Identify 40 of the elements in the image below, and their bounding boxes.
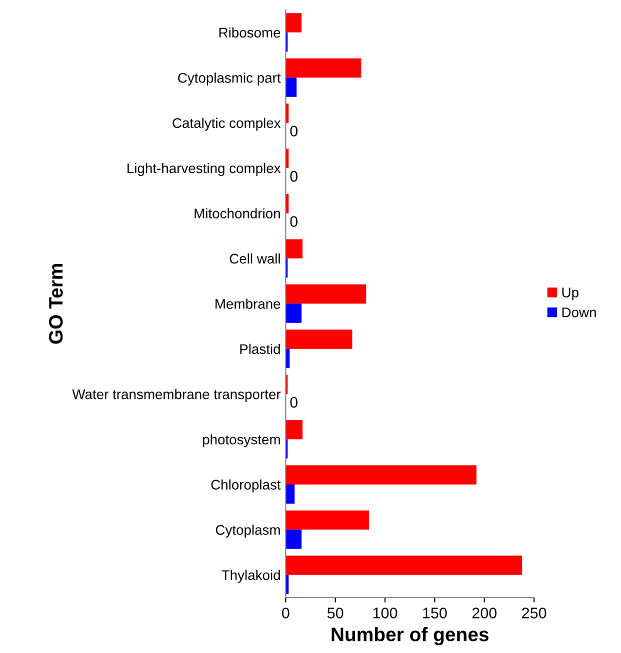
x-tick-label: 50 [327, 608, 344, 618]
x-tick-label: 150 [423, 608, 447, 618]
y-tick-label: Chloroplast [211, 479, 281, 492]
bar [286, 78, 297, 97]
legend-label: Up [562, 288, 578, 300]
y-tick-label: photosystem [202, 434, 280, 448]
y-tick-label: Cytoplasmic part [178, 72, 281, 86]
data-label: 0 [290, 170, 298, 182]
data-label: 0 [290, 126, 298, 137]
x-axis-title: Number of genes [332, 627, 488, 646]
y-tick-label: Mitochondrion [194, 208, 280, 218]
data-label: 0 [290, 396, 298, 408]
y-tick-label: Membrane [216, 298, 280, 309]
bar [286, 330, 352, 349]
x-tick-label: 0 [282, 608, 290, 618]
y-tick-label: Plastid [240, 344, 280, 354]
bar [286, 556, 522, 575]
x-tick-label: 250 [522, 608, 546, 618]
bar [286, 420, 303, 440]
bar [286, 13, 302, 32]
bar [286, 510, 370, 530]
y-tick-label: Cytoplasm [216, 524, 280, 538]
y-tick-label: Catalytic complex [172, 118, 281, 131]
data-label: 0 [290, 216, 298, 227]
y-tick-label: Ribosome [219, 27, 280, 38]
y-tick-label: Water transmembrane transporter [72, 389, 281, 402]
x-tick-label: 200 [472, 608, 497, 618]
bar [286, 239, 303, 258]
y-tick-label: Thylakoid [222, 570, 280, 583]
legend-label: Down [562, 308, 596, 318]
x-tick-label: 100 [373, 608, 398, 618]
bar [286, 530, 302, 549]
bar [286, 304, 302, 323]
y-tick-label: Light-harvesting complex [128, 162, 281, 176]
bar [286, 58, 362, 78]
bar [286, 465, 476, 484]
y-axis-title: GO Term [48, 264, 63, 344]
y-tick-label: Cell wall [230, 253, 280, 264]
bar [286, 484, 295, 504]
bar [286, 284, 366, 304]
